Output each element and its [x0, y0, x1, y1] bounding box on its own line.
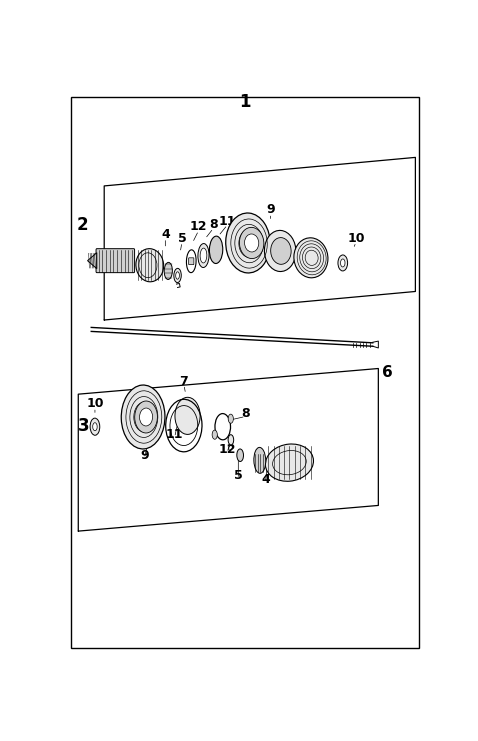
Ellipse shape	[237, 449, 243, 462]
Polygon shape	[87, 253, 97, 269]
Text: 11: 11	[219, 215, 236, 227]
Text: 12: 12	[190, 221, 207, 233]
Text: 6: 6	[382, 365, 393, 380]
Ellipse shape	[90, 418, 100, 435]
Ellipse shape	[198, 244, 209, 268]
Text: 11: 11	[166, 428, 184, 441]
Text: 7: 7	[179, 374, 188, 388]
FancyBboxPatch shape	[189, 258, 194, 265]
Ellipse shape	[264, 230, 296, 271]
Text: 10: 10	[86, 397, 104, 411]
Ellipse shape	[338, 255, 348, 271]
Ellipse shape	[93, 422, 97, 431]
Text: 4: 4	[261, 473, 270, 486]
Ellipse shape	[209, 236, 223, 264]
Text: 7: 7	[246, 218, 255, 231]
Text: 10: 10	[348, 232, 365, 245]
Text: 12: 12	[218, 443, 236, 456]
Ellipse shape	[254, 448, 266, 473]
Text: 8: 8	[241, 407, 250, 419]
Ellipse shape	[239, 227, 264, 259]
FancyBboxPatch shape	[96, 249, 135, 273]
Text: 5: 5	[234, 469, 243, 482]
Ellipse shape	[340, 259, 345, 267]
Ellipse shape	[140, 408, 152, 426]
Ellipse shape	[135, 401, 157, 433]
Ellipse shape	[294, 238, 328, 278]
Ellipse shape	[228, 435, 234, 445]
Ellipse shape	[176, 272, 179, 279]
Text: 9: 9	[140, 449, 149, 462]
Ellipse shape	[271, 238, 291, 265]
Text: 1: 1	[239, 93, 251, 111]
Ellipse shape	[175, 397, 200, 434]
Text: 9: 9	[267, 203, 275, 216]
Ellipse shape	[174, 268, 181, 282]
Ellipse shape	[212, 430, 217, 439]
Ellipse shape	[245, 234, 259, 252]
Text: 4: 4	[161, 228, 170, 241]
Ellipse shape	[265, 444, 314, 482]
Ellipse shape	[200, 248, 207, 263]
Text: 2: 2	[76, 216, 88, 233]
Text: 8: 8	[209, 218, 218, 231]
Text: 3: 3	[78, 416, 90, 434]
Ellipse shape	[121, 385, 165, 449]
Ellipse shape	[228, 414, 233, 423]
Ellipse shape	[136, 249, 163, 282]
Ellipse shape	[226, 213, 270, 273]
Text: 5: 5	[178, 232, 186, 245]
Ellipse shape	[164, 262, 173, 279]
